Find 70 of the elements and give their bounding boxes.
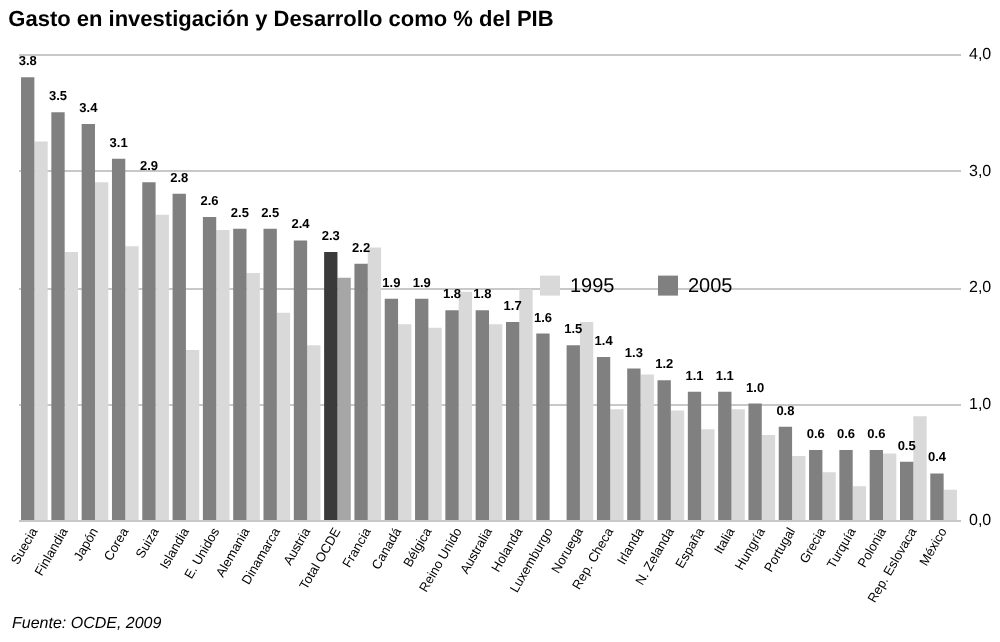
- bar: [94, 182, 109, 520]
- bar: [839, 450, 853, 520]
- bar: [869, 450, 884, 520]
- bar: [111, 158, 126, 520]
- bar: [809, 450, 823, 520]
- bar: [155, 214, 169, 520]
- bar: [852, 486, 867, 520]
- bar: [64, 252, 79, 520]
- bar: [731, 409, 745, 520]
- bar: [34, 141, 48, 520]
- bar: [792, 455, 806, 520]
- bar: [307, 345, 321, 520]
- bar: [566, 345, 580, 520]
- bar: [761, 434, 776, 520]
- bar: [519, 289, 533, 520]
- bar: [276, 312, 291, 520]
- bar: [142, 182, 156, 520]
- bar: [475, 310, 489, 520]
- bar: [579, 321, 594, 520]
- bar: [233, 228, 247, 520]
- y-tick-label: 0,0: [969, 511, 993, 529]
- bar: [778, 426, 793, 520]
- bar: [899, 461, 914, 520]
- bar: [263, 228, 277, 520]
- bar: [384, 298, 399, 520]
- bar: [596, 356, 611, 520]
- bar: [701, 429, 715, 520]
- bar: [657, 380, 671, 520]
- bar: [246, 273, 260, 520]
- bar: [367, 247, 382, 520]
- y-tick-label: 1,0: [969, 394, 993, 413]
- bar: [354, 263, 368, 520]
- bar: [458, 291, 473, 520]
- bar: [489, 324, 503, 520]
- bar: [913, 416, 927, 520]
- bar: [51, 112, 65, 520]
- bar: [930, 473, 944, 520]
- bar: [398, 324, 412, 520]
- bar: [337, 277, 351, 520]
- y-tick-label: 4,0: [969, 45, 993, 63]
- bar: [21, 77, 35, 520]
- bar: [216, 229, 230, 520]
- bar: [536, 333, 550, 520]
- legend-label: 2005: [688, 275, 734, 298]
- bar: [445, 310, 459, 520]
- bar: [125, 246, 139, 520]
- bar: [822, 472, 836, 520]
- bar: [718, 391, 732, 520]
- bar: [670, 410, 685, 520]
- legend-label: 1995: [570, 275, 616, 298]
- bar: [610, 409, 624, 520]
- chart-title: Gasto en investigación y Desarrollo como % del PIB: [8, 8, 554, 32]
- source-note: Fuente: OCDE, 2009: [10, 612, 164, 636]
- bar: [185, 349, 200, 520]
- bar: [428, 327, 442, 520]
- bar: [943, 489, 957, 520]
- y-tick-label: 2,0: [969, 278, 993, 296]
- bar: [883, 453, 897, 520]
- bar: [505, 321, 520, 520]
- bar: [81, 123, 95, 520]
- bar: [748, 403, 762, 520]
- bar: [627, 368, 641, 520]
- bar: [293, 240, 308, 520]
- bar: [640, 374, 654, 520]
- bar: [687, 391, 702, 520]
- bar: [415, 298, 429, 520]
- bar: [172, 193, 186, 520]
- bar: [202, 217, 217, 520]
- y-tick-label: 3,0: [969, 161, 993, 180]
- bar: [324, 252, 338, 520]
